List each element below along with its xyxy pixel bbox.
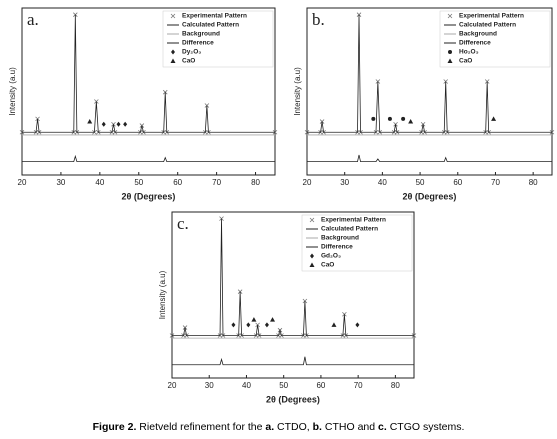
legend-label: Background — [321, 235, 359, 242]
legend-box — [439, 10, 551, 68]
legend-label: Gd₂O₃ — [321, 253, 341, 260]
x-axis-label: 2θ (Degrees) — [122, 191, 176, 201]
legend-label: Ho₂O₃ — [459, 49, 479, 56]
phase-marker — [264, 322, 269, 328]
legend-symbol — [448, 50, 452, 54]
phase-marker — [331, 322, 337, 327]
phase-marker — [401, 116, 406, 121]
caption-text: a. — [265, 421, 275, 433]
y-axis-label: Intensity (a.u) — [158, 270, 167, 319]
phase-marker — [387, 116, 392, 121]
legend-box — [301, 214, 413, 272]
x-tick-label: 60 — [316, 381, 325, 390]
legend-symbol — [310, 253, 314, 259]
series-line — [22, 14, 275, 133]
series-line — [307, 154, 552, 163]
x-tick-label: 40 — [378, 178, 387, 187]
phase-marker — [116, 121, 121, 127]
y-axis-label: Intensity (a.u) — [8, 67, 17, 116]
phase-marker — [408, 119, 414, 124]
legend-box — [162, 10, 274, 68]
phase-marker — [270, 317, 276, 322]
x-tick-label: 20 — [303, 178, 312, 187]
x-tick-label: 80 — [391, 381, 400, 390]
panel-label: a. — [27, 10, 39, 29]
plot-frame — [171, 211, 415, 379]
x-tick-label: 50 — [416, 178, 425, 187]
x-tick-label: 40 — [95, 178, 104, 187]
legend-symbol — [170, 58, 176, 63]
phase-marker — [491, 116, 497, 121]
charts: a. 20 30 40 50 60 70 80 2θ (Degrees) Intensity (a… — [8, 7, 555, 404]
x-axis-label: 2θ (Degrees) — [403, 191, 457, 201]
series-line — [307, 14, 552, 133]
plot-frame — [306, 7, 553, 176]
caption-text: CTDO, — [274, 421, 313, 433]
legend-label: CaO — [459, 58, 472, 65]
x-axis-label: 2θ (Degrees) — [266, 394, 320, 404]
legend-label: Experimental Pattern — [182, 13, 247, 20]
x-tick-label: 20 — [168, 381, 177, 390]
series-line — [22, 154, 275, 163]
x-tick-label: 60 — [453, 178, 462, 187]
legend-label: Calculated Pattern — [459, 22, 516, 29]
legend-label: Experimental Pattern — [459, 13, 524, 20]
legend-symbol — [171, 49, 175, 55]
caption-text: Rietveld refinement for the — [136, 421, 266, 433]
legend-label: Background — [459, 31, 497, 38]
phase-marker — [101, 121, 106, 127]
legend-label: Experimental Pattern — [321, 217, 386, 224]
x-tick-label: 80 — [529, 178, 538, 187]
legend-symbol — [447, 58, 453, 63]
legend-label: Calculated Pattern — [182, 22, 239, 29]
phase-marker — [246, 322, 251, 328]
x-tick-label: 30 — [205, 381, 214, 390]
x-tick-label: 60 — [173, 178, 182, 187]
x-tick-label: 30 — [340, 178, 349, 187]
legend-label: CaO — [321, 262, 334, 269]
phase-marker — [87, 119, 93, 124]
phase-marker — [123, 121, 128, 127]
x-tick-label: 30 — [56, 178, 65, 187]
legend-label: Background — [182, 31, 220, 38]
caption-text: CTHO and — [321, 421, 379, 433]
y-axis-label: Intensity (a.u) — [293, 67, 302, 116]
x-tick-label: 40 — [242, 381, 251, 390]
series-line — [172, 218, 414, 336]
phase-marker — [355, 322, 360, 328]
phase-marker — [251, 317, 257, 322]
panel-label: c. — [177, 214, 189, 233]
legend-symbol — [309, 262, 315, 267]
legend-label: Calculated Pattern — [321, 226, 378, 233]
x-tick-label: 70 — [354, 381, 363, 390]
legend-label: Difference — [182, 40, 214, 47]
caption-text: CTGO systems. — [386, 421, 465, 433]
x-tick-label: 80 — [251, 178, 260, 187]
x-tick-label: 50 — [134, 178, 143, 187]
x-tick-label: 50 — [279, 381, 288, 390]
caption-text: b. — [312, 421, 322, 433]
plot-frame — [21, 7, 276, 176]
phase-marker — [231, 322, 236, 328]
legend-symbol — [447, 13, 453, 19]
legend-label: Difference — [459, 40, 491, 47]
legend-label: Dy₂O₃ — [182, 49, 201, 56]
x-tick-label: 20 — [18, 178, 27, 187]
caption-text: c. — [378, 421, 387, 433]
x-tick-label: 70 — [491, 178, 500, 187]
legend-label: CaO — [182, 58, 195, 65]
series-line — [172, 356, 414, 366]
panel-label: b. — [312, 10, 325, 29]
legend-symbol — [309, 217, 315, 223]
x-tick-label: 70 — [212, 178, 221, 187]
caption: Figure 2. Rietveld refinement for the a.… — [0, 421, 557, 433]
caption-label: Figure 2. — [92, 421, 137, 433]
legend-symbol — [170, 13, 176, 19]
phase-marker — [371, 116, 376, 121]
legend-label: Difference — [321, 244, 353, 251]
